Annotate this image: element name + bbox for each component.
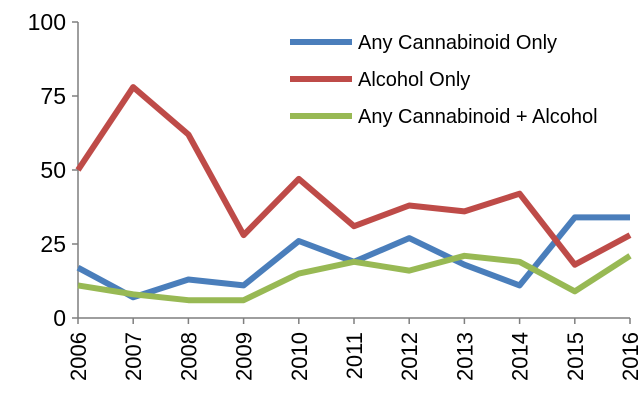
x-tick-label: 2009 [232,332,257,381]
x-tick-label: 2006 [66,332,91,381]
x-tick-label: 2015 [563,332,588,381]
x-tick-label: 2011 [342,332,367,379]
y-tick-label: 100 [28,9,66,35]
x-tick-label: 2013 [452,332,477,381]
axes: 0 25 50 75 100 2006 2007 2008 2009 2010 2011 2012 20… [28,9,643,381]
x-tick-label: 2012 [397,332,422,381]
x-tick-label: 2007 [121,332,146,381]
x-tick-label: 2014 [508,332,533,381]
x-tick-label: 2016 [618,332,643,381]
legend-label-0: Any Cannabinoid Only [358,32,557,54]
x-tick-label: 2010 [287,332,312,381]
x-tick-label: 2008 [176,332,201,381]
y-tick-label: 75 [40,83,66,109]
legend-label-2: Any Cannabinoid + Alcohol [358,106,598,128]
legend: Any Cannabinoid Only Alcohol Only Any Cann… [290,32,598,128]
y-tick-label: 0 [53,305,66,331]
legend-label-1: Alcohol Only [358,69,470,91]
series-lines [75,84,632,304]
series-line-2 [77,252,632,304]
y-tick-label: 25 [40,231,66,257]
series-line-1 [75,84,632,268]
y-tick-label: 50 [40,157,66,183]
